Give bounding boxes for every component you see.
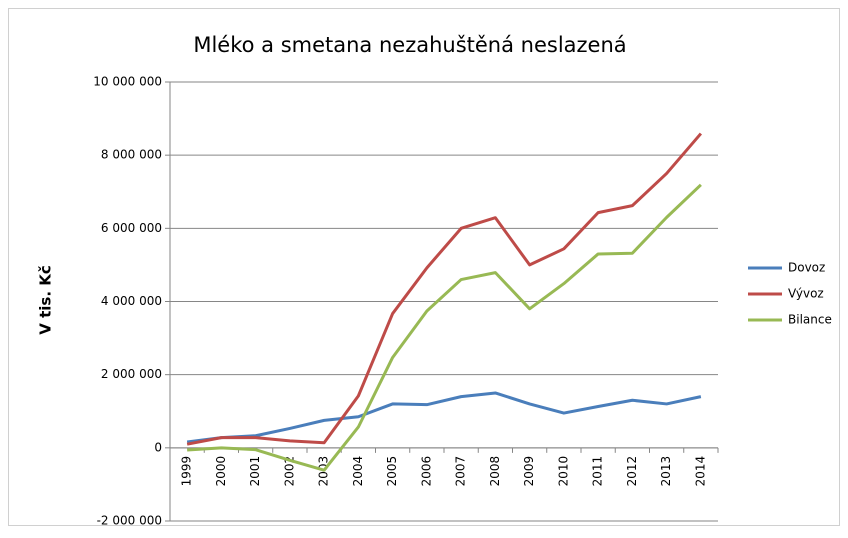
x-tick-label: 2008 (488, 456, 502, 487)
x-tick-label: 2005 (385, 456, 399, 487)
y-tick-label: 8 000 000 (101, 148, 162, 162)
y-tick-label: 4 000 000 (101, 294, 162, 308)
x-tick-label: 2013 (659, 456, 673, 487)
x-tick-label: 2004 (351, 456, 365, 487)
x-tick-label: 2014 (693, 456, 707, 487)
chart-frame (8, 8, 840, 526)
legend-label: Dovoz (788, 261, 825, 275)
y-tick-label: 2 000 000 (101, 367, 162, 381)
x-tick-label: 2007 (454, 456, 468, 487)
x-tick-label: 2001 (248, 456, 262, 487)
y-axis-label: V tis. Kč (37, 265, 55, 335)
series-line (187, 183, 702, 472)
y-tick-label: -2 000 000 (97, 514, 162, 528)
chart-title: Mléko a smetana nezahuštěná neslazená (193, 33, 626, 57)
x-tick-label: 1999 (180, 456, 194, 487)
y-tick-label: 6 000 000 (101, 221, 162, 235)
x-tick-label: 2009 (522, 456, 536, 487)
x-tick-label: 2000 (214, 456, 228, 487)
x-tick-label: 2011 (591, 456, 605, 487)
x-tick-label: 2012 (625, 456, 639, 487)
legend-label: Bilance (788, 313, 832, 327)
x-tick-label: 2010 (556, 456, 570, 487)
x-tick-label: 2006 (419, 456, 433, 487)
y-tick-label: 0 (154, 440, 162, 454)
series-line (186, 132, 703, 446)
y-tick-label: 10 000 000 (93, 75, 162, 89)
series-line (186, 391, 702, 444)
legend-label: Vývoz (788, 287, 824, 301)
x-tick-label: 2002 (282, 456, 296, 487)
